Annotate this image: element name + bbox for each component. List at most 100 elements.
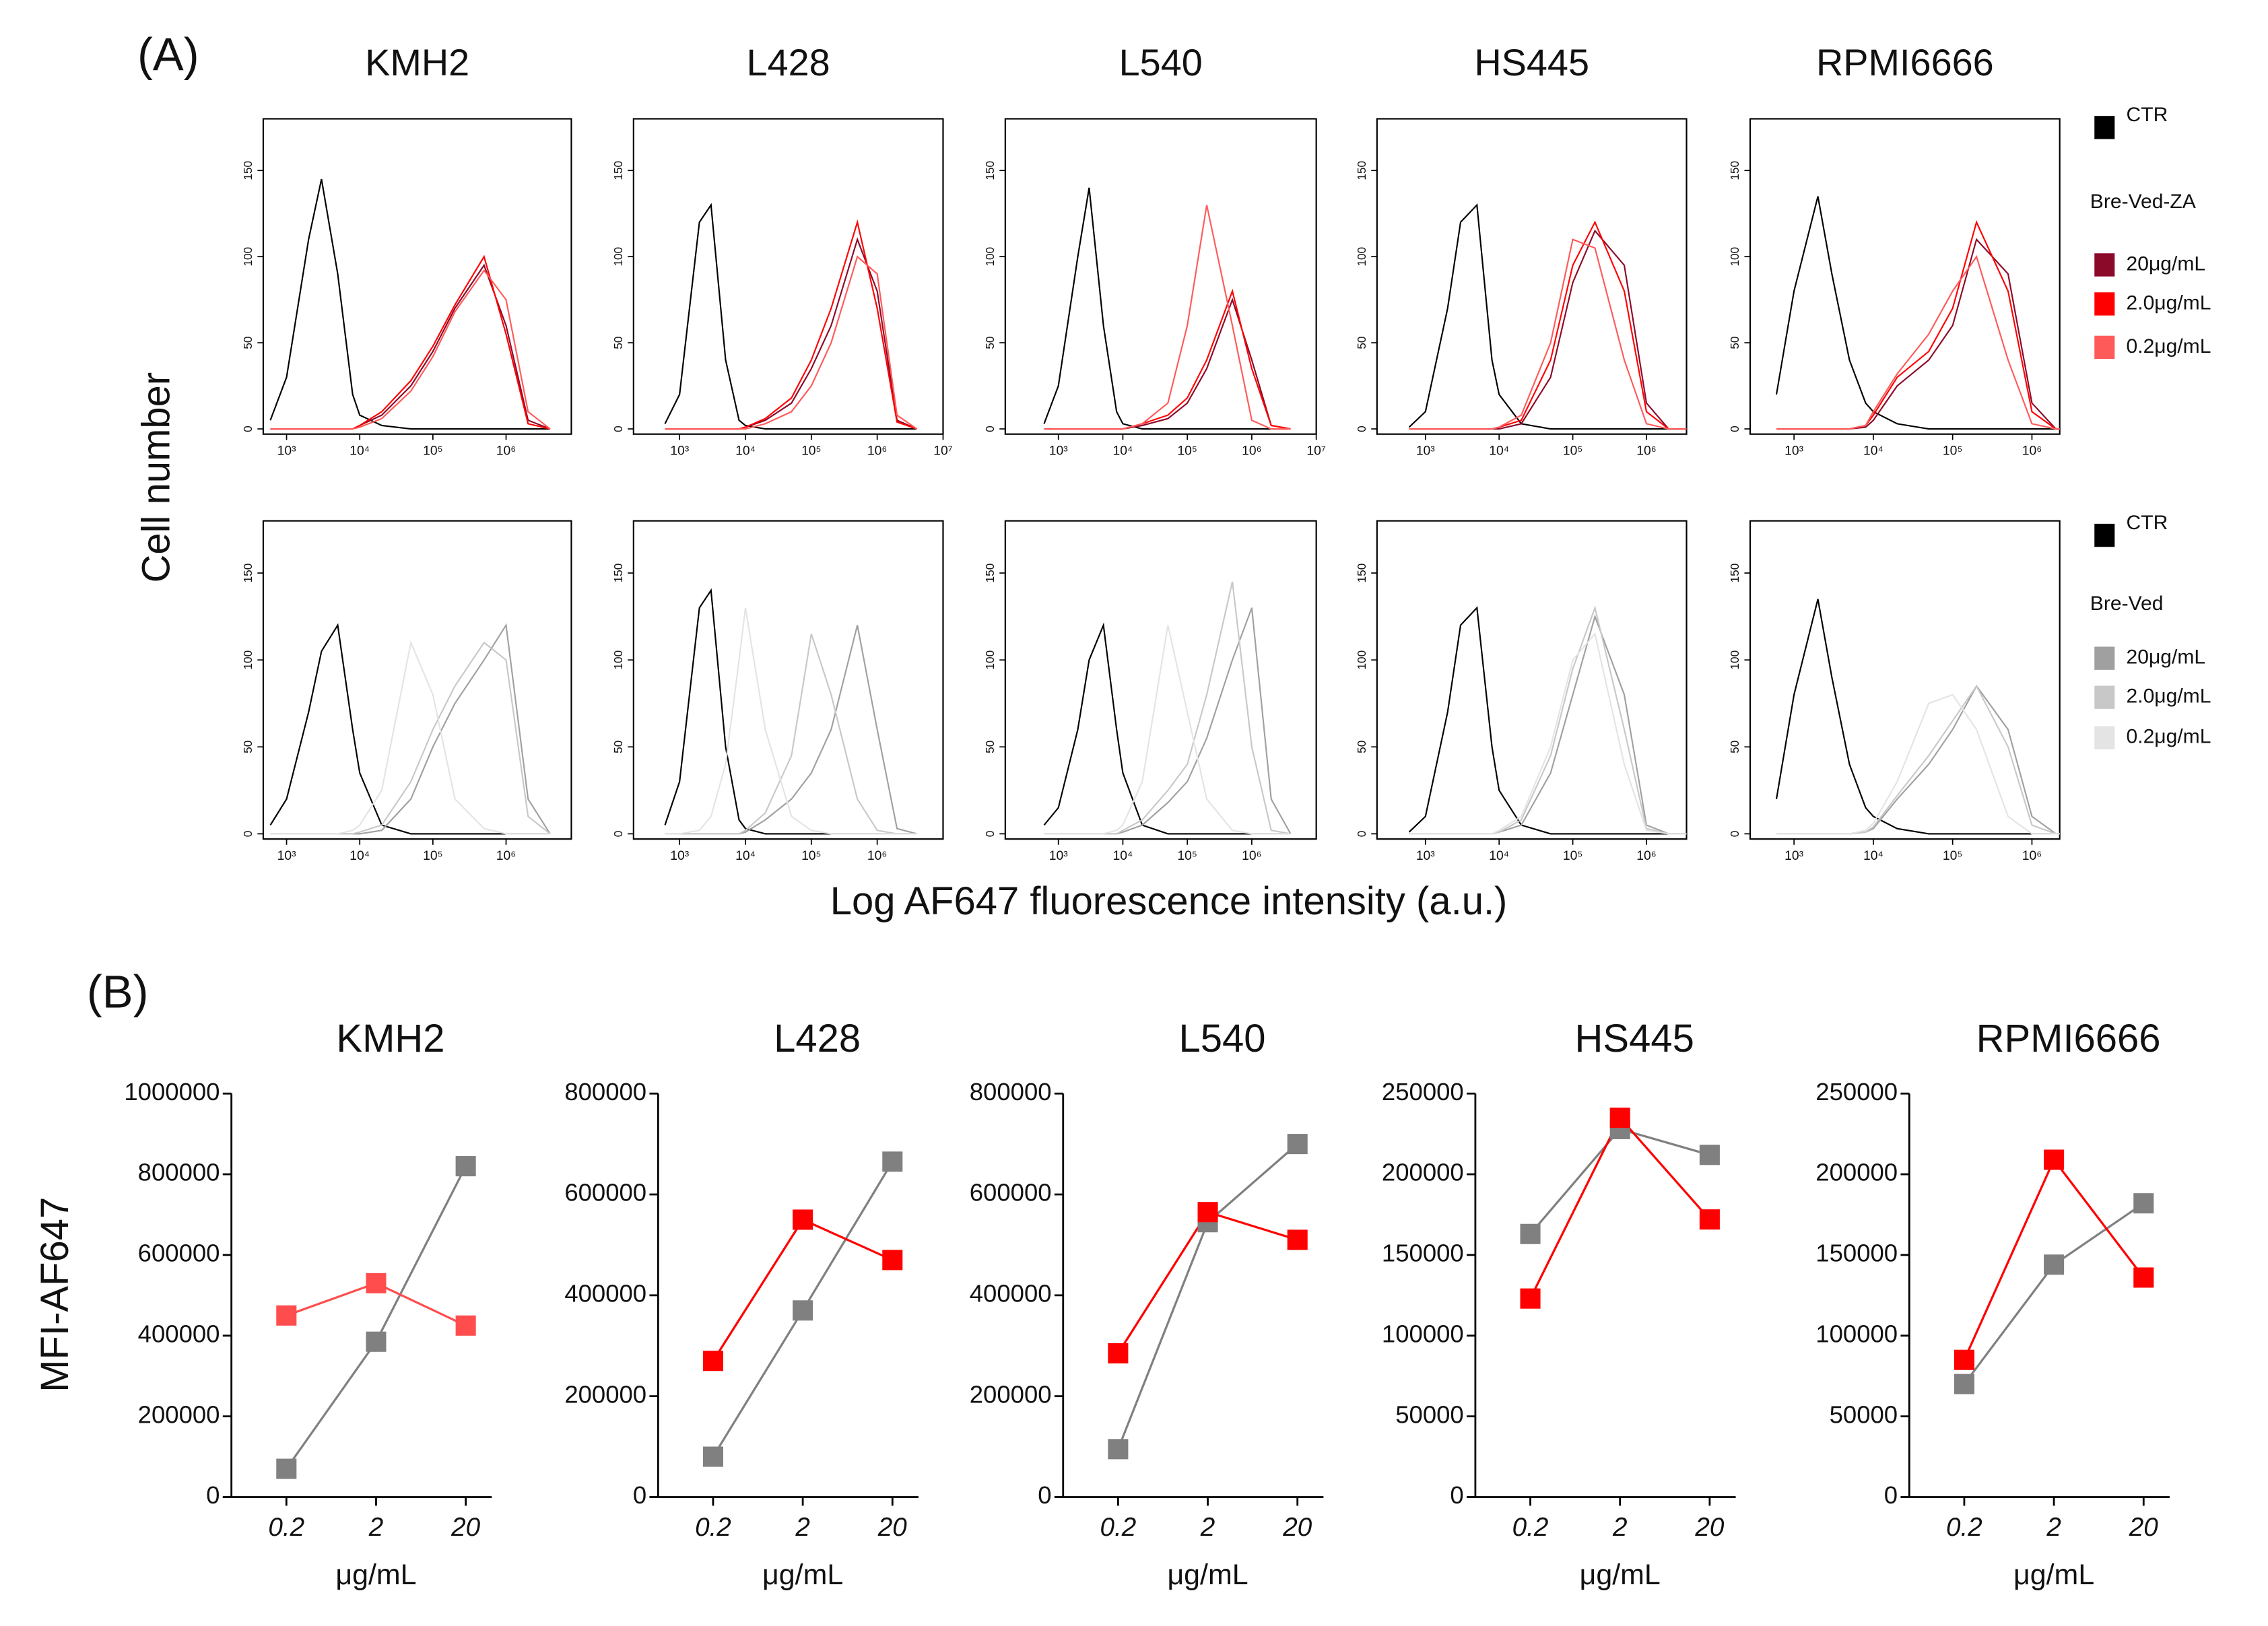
histogram-line [665, 237, 917, 430]
histogram-line [664, 588, 917, 835]
x-tick-label: 10⁵ [423, 849, 443, 863]
histogram-line [1409, 605, 1687, 835]
y-tick-label: 0 [1355, 831, 1368, 838]
legend-label: CTR [2126, 512, 2168, 534]
x-tick-label: 10³ [1049, 444, 1068, 459]
series-line [1963, 1202, 2145, 1385]
chart-title: L540 [1179, 1017, 1266, 1060]
series-line [1529, 1116, 1711, 1299]
y-tick-label: 50 [983, 337, 997, 349]
x-tick-label: 10³ [1416, 849, 1435, 863]
y-tick-label: 400000 [138, 1320, 220, 1347]
histogram-line [1044, 288, 1291, 430]
chart-title: L428 [774, 1017, 861, 1060]
series-line [1117, 1211, 1298, 1354]
y-tick-label: 100 [1728, 650, 1741, 670]
y-axis-label: MFI-AF647 [34, 1197, 77, 1392]
y-tick-label: 100 [241, 247, 255, 267]
histogram-line [1409, 614, 1687, 835]
x-axis-label: μg/mL [762, 1559, 843, 1591]
y-tick-label: 200000 [564, 1380, 646, 1408]
x-tick-label: 10⁶ [1636, 849, 1656, 863]
y-tick-label: 150 [1728, 564, 1741, 583]
x-tick-label: 2 [1612, 1513, 1628, 1542]
histogram-line [269, 178, 550, 430]
x-tick-label: 10⁴ [349, 444, 370, 459]
plot-frame [262, 520, 572, 840]
x-tick-label: 10³ [277, 849, 296, 863]
point-marker [276, 1305, 297, 1326]
y-tick-label: 0 [611, 831, 625, 838]
chart-title: HS445 [1575, 1017, 1694, 1060]
series-line [285, 1165, 467, 1470]
histogram-line [1409, 632, 1687, 835]
legend-swatch [2094, 292, 2115, 316]
y-tick-label: 50 [1728, 741, 1741, 753]
y-tick-label: 200000 [970, 1380, 1052, 1408]
y-tick-label: 100 [611, 247, 625, 267]
y-tick-label: 250000 [1815, 1078, 1898, 1106]
x-tick-label: 10³ [1416, 444, 1435, 459]
x-tick-label: 10⁶ [2022, 849, 2042, 863]
y-tick-label: 600000 [970, 1179, 1052, 1207]
histogram-line [664, 203, 917, 430]
y-tick-label: 0 [241, 426, 255, 432]
chart-title: L428 [747, 41, 830, 83]
x-tick-label: 10³ [1785, 444, 1803, 459]
series-line [712, 1218, 893, 1362]
histogram-line [665, 607, 917, 835]
y-tick-label: 150 [983, 161, 997, 180]
point-marker [2133, 1193, 2154, 1214]
x-tick-label: 10⁴ [1113, 444, 1133, 459]
point-marker [702, 1446, 723, 1467]
x-tick-label: 20 [2129, 1513, 2158, 1542]
y-tick-label: 0 [1355, 426, 1368, 432]
y-tick-label: 250000 [1382, 1078, 1464, 1106]
x-tick-label: 10⁴ [349, 849, 370, 863]
y-tick-label: 150 [1728, 161, 1741, 180]
x-tick-label: 10⁴ [1489, 849, 1509, 863]
plot-frame [1004, 520, 1317, 840]
histogram-line [1408, 203, 1687, 430]
legend-label: 2.0μg/mL [2126, 685, 2211, 708]
histogram-line [270, 255, 551, 430]
x-tick-label: 20 [1282, 1513, 1312, 1542]
legend-title: Bre-Ved-ZA [2090, 191, 2196, 213]
x-tick-label: 10⁴ [735, 444, 756, 459]
histogram-line [1044, 205, 1291, 430]
x-tick-label: 10⁷ [1306, 444, 1326, 459]
x-tick-label: 10⁵ [1563, 444, 1583, 459]
point-marker [366, 1273, 387, 1293]
x-tick-label: 10⁶ [496, 849, 516, 863]
point-marker [2044, 1254, 2065, 1275]
histogram-line [1044, 625, 1291, 835]
x-tick-label: 10⁴ [1113, 849, 1133, 863]
plot-frame [1749, 118, 2061, 435]
point-marker [1287, 1229, 1308, 1250]
point-marker [366, 1331, 387, 1352]
y-tick-label: 800000 [970, 1078, 1052, 1106]
chart-title: L540 [1119, 41, 1203, 83]
x-tick-label: 10⁶ [1636, 444, 1656, 459]
y-tick-label: 0 [1884, 1481, 1898, 1509]
x-tick-label: 2 [1200, 1513, 1215, 1542]
point-marker [1520, 1223, 1541, 1244]
y-tick-label: 100000 [1382, 1320, 1464, 1347]
x-tick-label: 10⁴ [735, 849, 756, 863]
x-tick-label: 10³ [670, 444, 689, 459]
y-tick-label: 0 [241, 831, 255, 838]
histogram-line [1043, 187, 1291, 430]
histogram-line [1044, 297, 1291, 430]
y-tick-label: 1000000 [124, 1078, 220, 1106]
y-tick-label: 50 [241, 337, 255, 349]
x-tick-label: 10⁵ [423, 444, 443, 459]
legend-swatch [2094, 253, 2115, 277]
x-tick-label: 0.2 [1946, 1513, 1982, 1542]
y-tick-label: 0 [1728, 831, 1741, 838]
point-marker [1108, 1343, 1129, 1364]
y-tick-label: 400000 [564, 1279, 646, 1307]
legend-swatch [2094, 726, 2115, 749]
x-axis-label: μg/mL [1167, 1559, 1248, 1591]
histogram-line [1776, 684, 2060, 835]
plot-frame [1004, 118, 1317, 435]
